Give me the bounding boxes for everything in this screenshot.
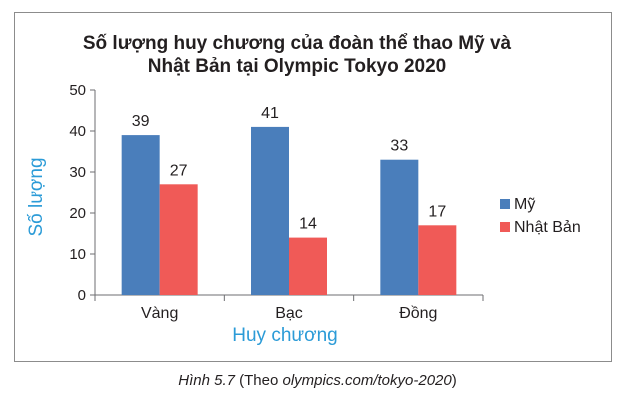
caption-close: ) xyxy=(451,372,457,389)
y-tick-label: 30 xyxy=(69,164,86,181)
caption-figure-number: Hình 5.7 xyxy=(178,372,235,389)
y-tick-label: 40 xyxy=(69,123,86,140)
bar xyxy=(159,184,198,295)
bar xyxy=(380,159,419,295)
chart-frame: Số lượng huy chương của đoàn thể thao Mỹ… xyxy=(14,12,612,362)
legend-label: Mỹ xyxy=(514,196,535,213)
figure-caption: Hình 5.7 (Theo olympics.com/tokyo-2020) xyxy=(0,372,635,389)
chart-title-line-1: Số lượng huy chương của đoàn thể thao Mỹ… xyxy=(83,33,512,54)
data-label: 27 xyxy=(170,162,188,179)
bar xyxy=(121,135,160,295)
data-label: 39 xyxy=(132,113,150,130)
chart-title-line-2: Nhật Bản tại Olympic Tokyo 2020 xyxy=(148,56,446,77)
bar xyxy=(251,126,289,296)
bar xyxy=(289,237,327,295)
y-tick-label: 50 xyxy=(69,82,86,99)
data-label: 33 xyxy=(390,138,408,155)
x-category-label: Đồng xyxy=(399,305,437,322)
legend: Mỹ Nhật Bản xyxy=(500,196,581,236)
x-category-label: Bạc xyxy=(275,305,303,322)
caption-source: olympics.com/tokyo-2020 xyxy=(282,372,452,389)
x-axis-title: Huy chương xyxy=(232,325,337,346)
legend-label: Nhật Bản xyxy=(514,219,581,236)
y-tick-label: 20 xyxy=(69,205,86,222)
x-category-label: Vàng xyxy=(141,305,178,322)
y-tick-label: 0 xyxy=(78,287,86,304)
chart-canvas: Số lượng huy chương của đoàn thể thao Mỹ… xyxy=(26,33,581,346)
caption-open: (Theo xyxy=(234,372,283,389)
y-tick-label: 10 xyxy=(69,246,86,263)
data-label: 41 xyxy=(261,105,279,122)
data-label: 14 xyxy=(299,216,317,233)
bar xyxy=(418,225,457,295)
data-label: 17 xyxy=(428,203,446,220)
y-axis-title: Số lượng xyxy=(26,157,47,236)
legend-swatch xyxy=(500,222,510,232)
legend-swatch xyxy=(500,199,510,209)
plot-area: 0 10 20 30 40 50 Vàng 39 27 Bạc 41 14 Đồng 33 17 xyxy=(69,82,484,322)
